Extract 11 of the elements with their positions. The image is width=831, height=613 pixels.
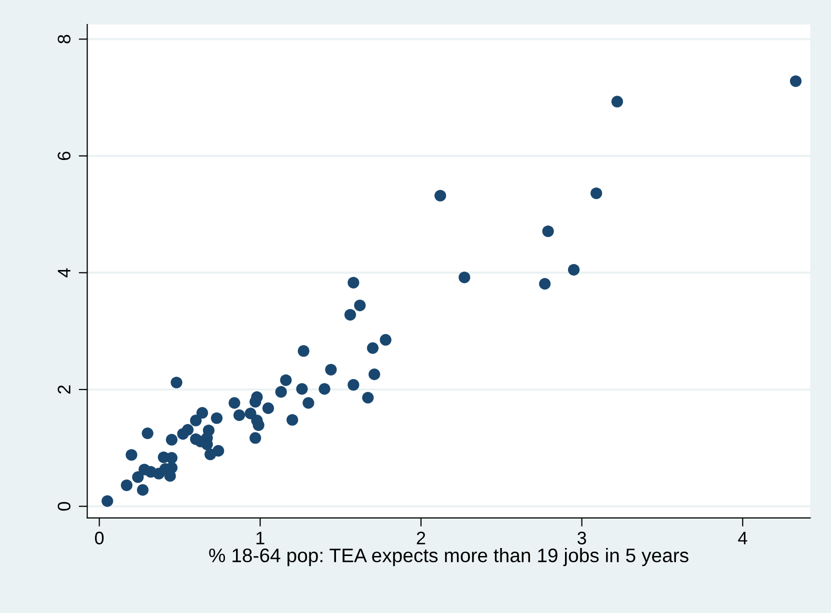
y-tick-label: 8 xyxy=(58,34,70,44)
x-tick-label: 2 xyxy=(416,532,426,544)
x-tick-label: 0 xyxy=(95,532,104,544)
y-tick-label: 4 xyxy=(58,268,70,278)
y-tick-label: 6 xyxy=(58,152,70,160)
y-tick-label: 0 xyxy=(58,502,70,511)
x-tick-label: 3 xyxy=(578,532,586,544)
x-tick-label: 1 xyxy=(256,532,264,544)
x-axis-title: % 18-64 pop: TEA expects more than 19 jobs in 5 years xyxy=(209,548,688,566)
y-tick-label: 2 xyxy=(58,385,70,394)
x-tick-label: 4 xyxy=(738,532,748,544)
